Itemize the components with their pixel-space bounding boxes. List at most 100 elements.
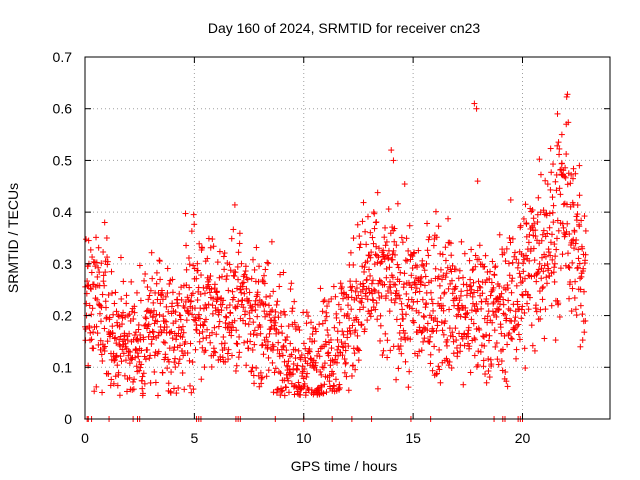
data-point <box>111 300 118 307</box>
data-point <box>476 256 483 263</box>
data-point <box>229 288 236 295</box>
data-point <box>94 330 101 337</box>
data-point <box>209 329 216 336</box>
data-point <box>248 368 255 375</box>
data-point <box>551 260 558 267</box>
data-point <box>446 306 453 313</box>
data-point <box>140 336 147 343</box>
data-point <box>371 286 378 293</box>
data-point <box>446 325 453 332</box>
data-point <box>118 295 125 302</box>
data-point <box>501 332 508 339</box>
data-point <box>208 286 215 293</box>
data-point <box>418 274 425 281</box>
data-point <box>284 375 291 382</box>
data-point <box>303 309 310 316</box>
data-point <box>502 258 509 265</box>
data-point <box>344 311 351 318</box>
data-point <box>543 212 550 219</box>
data-point <box>544 181 551 188</box>
data-point <box>330 370 337 377</box>
data-point <box>303 374 310 381</box>
data-point <box>564 91 571 98</box>
data-point <box>467 290 474 297</box>
data-point <box>522 365 529 372</box>
data-point <box>118 358 125 365</box>
data-point <box>401 330 408 337</box>
data-point <box>462 304 469 311</box>
data-point <box>570 165 577 172</box>
data-point <box>328 295 335 302</box>
data-point <box>396 329 403 336</box>
spike-point <box>474 178 481 185</box>
data-point <box>535 194 542 201</box>
data-point <box>109 290 116 297</box>
data-point <box>155 332 162 339</box>
data-point <box>331 324 338 331</box>
data-point <box>119 314 126 321</box>
data-point <box>572 170 579 177</box>
data-point <box>399 239 406 246</box>
data-point <box>124 388 130 395</box>
data-point <box>205 301 212 308</box>
data-point <box>556 151 563 158</box>
data-point <box>356 244 363 251</box>
data-point <box>388 289 395 296</box>
data-point <box>225 287 232 294</box>
data-point <box>200 322 207 329</box>
data-point <box>503 378 510 385</box>
data-point <box>393 376 400 383</box>
data-point <box>93 323 100 330</box>
data-point <box>367 272 374 279</box>
data-point <box>426 338 433 345</box>
data-point <box>186 284 193 291</box>
data-point <box>196 240 203 247</box>
data-point <box>218 340 225 347</box>
data-point <box>484 300 491 307</box>
data-point <box>368 280 375 287</box>
data-point <box>165 308 172 315</box>
data-point <box>526 294 533 301</box>
data-point <box>443 342 450 349</box>
data-point <box>543 274 550 281</box>
data-point <box>373 219 380 226</box>
data-point <box>199 245 206 252</box>
data-point <box>227 267 234 274</box>
data-point <box>568 308 575 315</box>
data-point <box>163 323 170 330</box>
data-point <box>508 335 515 342</box>
data-point <box>443 270 450 277</box>
data-point <box>130 378 137 385</box>
spike-point <box>563 121 570 128</box>
data-point <box>145 321 152 328</box>
data-point <box>438 319 445 326</box>
data-point <box>295 323 302 330</box>
data-point <box>472 336 479 343</box>
data-point <box>525 306 532 313</box>
data-point <box>347 249 354 256</box>
data-point <box>345 343 352 350</box>
data-point <box>380 347 387 354</box>
data-point <box>137 332 144 339</box>
data-point <box>521 345 528 352</box>
data-point <box>367 313 374 320</box>
data-point <box>453 344 460 351</box>
data-point <box>285 358 292 365</box>
data-point <box>181 304 188 311</box>
data-point <box>211 348 218 355</box>
data-point <box>406 368 413 375</box>
data-point <box>569 259 576 266</box>
data-point <box>240 279 247 286</box>
data-point <box>467 369 474 376</box>
data-point <box>235 276 242 283</box>
data-point <box>493 313 500 320</box>
data-point <box>407 336 414 343</box>
data-point <box>385 206 392 213</box>
data-point <box>321 381 328 388</box>
data-point <box>223 304 230 311</box>
data-point <box>301 365 308 372</box>
data-point <box>172 309 179 316</box>
data-point <box>486 374 493 381</box>
data-point <box>178 284 185 291</box>
